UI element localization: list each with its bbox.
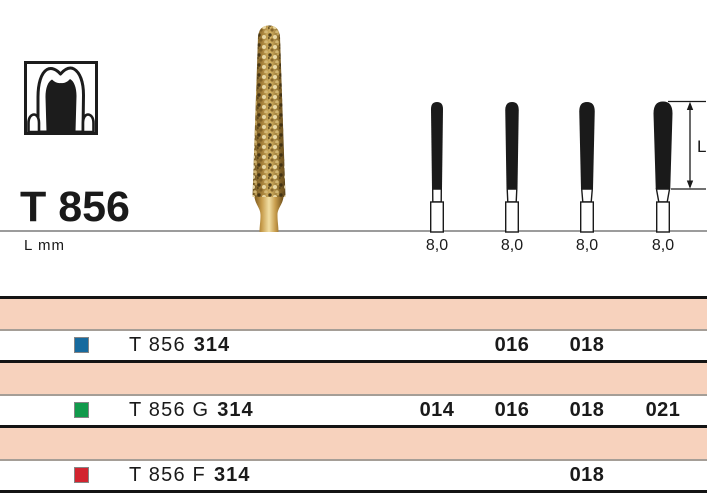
grit-color-swatch-green: [74, 402, 89, 418]
row-label-shank: 314: [217, 399, 254, 421]
bur-size-silhouettes: L: [430, 100, 706, 233]
table-band: [0, 428, 707, 459]
table-divider: [0, 490, 707, 493]
row-label-shank: 314: [213, 464, 251, 486]
size-cell: 021: [645, 399, 681, 421]
table-row-t856g-314: T 856 G 314 014 016 018 021: [0, 396, 707, 425]
gold-diamond-bur-photo: [252, 25, 286, 232]
variants-table: T 856 314 016 018 T 856 G 314 014 016 018 …: [0, 296, 707, 493]
row-label: T 856 G 314: [129, 396, 254, 425]
table-band: [0, 299, 707, 329]
size-cell: 014: [419, 399, 455, 421]
grit-color-swatch-red: [74, 467, 89, 483]
figure-baseline-rule: [0, 230, 707, 232]
table-divider: [0, 459, 707, 461]
row-label: T 856 314: [129, 331, 230, 360]
length-value-1: 8,0: [425, 237, 449, 254]
table-divider: [0, 360, 707, 363]
length-dimension-lines: [668, 100, 706, 190]
row-label-shank: 314: [193, 334, 231, 356]
size-cell: 018: [569, 464, 605, 486]
unit-label: L mm: [24, 237, 65, 254]
table-divider: [0, 296, 707, 299]
row-label-code: T 856 F: [129, 464, 206, 486]
size-cell: 016: [494, 399, 530, 421]
table-row-t856-314: T 856 314 016 018: [0, 331, 707, 360]
silhouette-016: [504, 102, 519, 233]
table-band: [0, 363, 707, 394]
table-divider: [0, 329, 707, 331]
row-label-code: T 856: [129, 334, 186, 356]
silhouette-021: [653, 101, 673, 233]
table-row-t856f-314: T 856 F 314 018: [0, 461, 707, 490]
silhouette-018: [579, 102, 595, 233]
length-value-4: 8,0: [651, 237, 675, 254]
row-label-code: T 856 G: [129, 399, 210, 421]
row-label: T 856 F 314: [129, 461, 250, 490]
crown-preparation-tooth-icon: [24, 61, 98, 135]
grit-color-swatch-blue: [74, 337, 89, 353]
length-value-3: 8,0: [575, 237, 599, 254]
length-value-2: 8,0: [500, 237, 524, 254]
product-code-heading: T 856: [20, 183, 130, 231]
table-divider: [0, 394, 707, 396]
size-cell: 018: [569, 334, 605, 356]
table-divider: [0, 425, 707, 428]
size-cell: 016: [494, 334, 530, 356]
length-dimension-label: L: [697, 137, 706, 156]
silhouette-014: [430, 102, 445, 233]
size-cell: 018: [569, 399, 605, 421]
